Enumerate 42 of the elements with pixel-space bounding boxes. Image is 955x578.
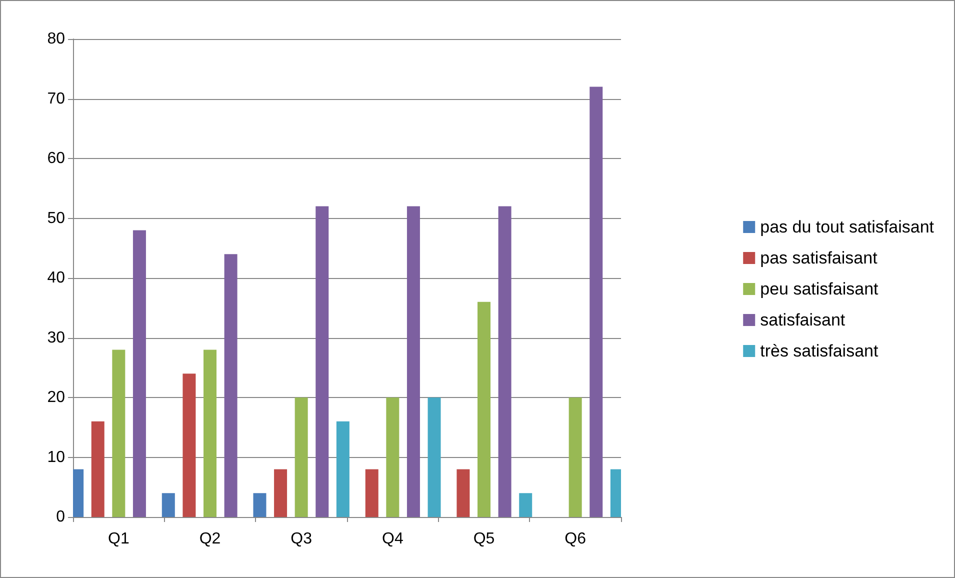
y-tick-label: 80 bbox=[47, 30, 66, 48]
bar bbox=[204, 350, 216, 517]
bar bbox=[568, 398, 582, 517]
bar bbox=[498, 206, 512, 517]
x-tick-label: Q3 bbox=[290, 530, 312, 548]
bar bbox=[253, 493, 266, 517]
bar bbox=[478, 302, 490, 517]
legend-label: satisfaisant bbox=[760, 310, 846, 330]
bar bbox=[294, 398, 308, 517]
y-tick-label: 10 bbox=[47, 448, 66, 466]
legend-label: pas satisfaisant bbox=[760, 248, 878, 268]
x-tick-label: Q2 bbox=[199, 530, 221, 548]
x-tick-label: Q1 bbox=[108, 530, 130, 548]
legend-label: peu satisfaisant bbox=[760, 280, 879, 298]
bar bbox=[456, 469, 470, 517]
y-tick-label: 70 bbox=[47, 90, 66, 108]
x-tick-label: Q4 bbox=[382, 530, 404, 548]
bar bbox=[590, 86, 603, 517]
bar bbox=[316, 206, 329, 517]
legend-label: très satisfaisant bbox=[760, 342, 878, 360]
x-tick-label: Q6 bbox=[564, 530, 586, 548]
bar bbox=[428, 398, 441, 517]
y-tick-label: 20 bbox=[47, 389, 66, 406]
bar bbox=[365, 469, 378, 517]
bar bbox=[519, 493, 532, 517]
bar bbox=[162, 493, 175, 517]
bar bbox=[224, 254, 238, 517]
y-tick-label: 40 bbox=[47, 270, 66, 286]
bar bbox=[336, 421, 350, 517]
bar bbox=[132, 230, 146, 517]
bar bbox=[386, 398, 400, 517]
bar bbox=[112, 350, 126, 517]
bar bbox=[274, 469, 288, 517]
y-tick-label: 50 bbox=[47, 210, 66, 227]
y-tick-label: 0 bbox=[56, 508, 66, 526]
legend-label: pas du tout satisfaisant bbox=[760, 218, 934, 236]
x-tick-label: Q5 bbox=[473, 530, 495, 548]
bar bbox=[182, 374, 196, 517]
bar bbox=[91, 421, 104, 517]
y-tick-label: 30 bbox=[47, 329, 66, 346]
y-tick-label: 60 bbox=[47, 150, 66, 167]
bar bbox=[406, 206, 420, 517]
